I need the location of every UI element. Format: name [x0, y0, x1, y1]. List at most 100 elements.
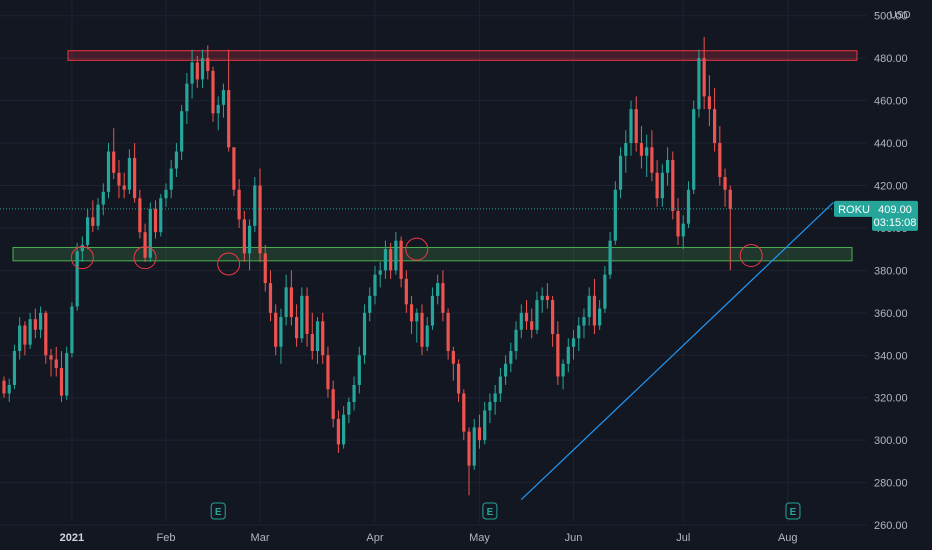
- candle-body: [80, 244, 84, 252]
- x-tick-label: Jul: [676, 532, 690, 544]
- earnings-badge: [210, 502, 226, 520]
- candle: [138, 189, 142, 239]
- candle: [571, 329, 576, 360]
- candle: [180, 104, 184, 161]
- candle: [232, 147, 236, 197]
- candle-body: [295, 317, 299, 339]
- candle: [707, 75, 711, 127]
- candle: [650, 130, 654, 182]
- annotation-circle[interactable]: [70, 246, 94, 270]
- candle-body: [514, 329, 518, 352]
- annotation-circle[interactable]: [739, 244, 763, 268]
- candle: [33, 308, 37, 339]
- candle: [253, 177, 257, 233]
- candle-body: [284, 287, 288, 318]
- drawing-annotations: [70, 202, 834, 500]
- candle: [18, 317, 22, 360]
- candle: [49, 348, 53, 377]
- candle-body: [373, 274, 377, 296]
- candle: [713, 87, 717, 152]
- candle: [133, 143, 137, 203]
- candle-body: [305, 295, 309, 335]
- candle-body: [613, 189, 617, 241]
- candle: [655, 160, 659, 207]
- candle: [310, 312, 314, 360]
- annotation-circle[interactable]: [217, 252, 241, 276]
- candle-body: [404, 278, 408, 305]
- candle-body: [331, 389, 335, 419]
- candle-body: [383, 249, 388, 271]
- candle-body: [143, 232, 147, 258]
- candle: [430, 287, 435, 330]
- candle-body: [101, 191, 105, 205]
- earnings-marker[interactable]: E: [210, 502, 226, 520]
- candle-body: [12, 351, 17, 385]
- candle: [206, 45, 210, 80]
- candle-body: [195, 62, 199, 80]
- candle: [91, 200, 95, 233]
- candle-body: [44, 312, 48, 356]
- candle-body: [556, 334, 560, 377]
- candle: [185, 73, 189, 124]
- earnings-marker[interactable]: E: [482, 502, 498, 520]
- candle: [383, 240, 388, 279]
- annotation-circle[interactable]: [133, 246, 157, 270]
- candle-body: [59, 367, 64, 396]
- candle: [263, 244, 267, 292]
- candle: [551, 295, 555, 347]
- support-zone[interactable]: [12, 246, 853, 262]
- candle-body: [91, 217, 95, 226]
- currency-label[interactable]: USD: [889, 10, 910, 21]
- candle: [483, 401, 487, 445]
- candle: [143, 223, 147, 262]
- candle: [174, 143, 179, 178]
- candle: [164, 183, 168, 207]
- trend-line[interactable]: [520, 202, 834, 500]
- candle: [535, 291, 539, 335]
- candle: [561, 359, 565, 390]
- candle: [446, 308, 450, 360]
- candle: [122, 172, 126, 199]
- x-tick-label: Jun: [565, 532, 583, 544]
- time-axis[interactable]: 2021 Feb Mar Apr May Jun Jul Aug: [60, 532, 798, 544]
- candle: [331, 380, 335, 428]
- candle: [70, 302, 74, 358]
- candle: [493, 384, 497, 415]
- candle-body: [472, 427, 476, 466]
- candle: [556, 321, 560, 385]
- candle: [404, 270, 408, 313]
- ticker-tag[interactable]: ROKU 409.00 03:15:08: [834, 200, 918, 231]
- earnings-marker[interactable]: E: [785, 502, 801, 520]
- candle: [227, 49, 231, 152]
- candle-body: [378, 270, 382, 275]
- candle: [618, 147, 623, 199]
- candle: [665, 147, 670, 186]
- resistance-zone[interactable]: [67, 50, 858, 61]
- candle: [23, 321, 27, 356]
- y-tick-label: 500.00: [874, 11, 908, 23]
- candle: [96, 198, 100, 231]
- earnings-label: E: [215, 507, 222, 518]
- candle-body: [247, 225, 252, 254]
- candle: [65, 346, 69, 400]
- candle-body: [399, 240, 403, 279]
- candle-body: [274, 312, 278, 347]
- y-tick-label: 480.00: [874, 53, 908, 65]
- candle-body: [122, 185, 126, 190]
- candle: [347, 397, 351, 424]
- candle: [566, 338, 570, 373]
- candle: [247, 219, 252, 271]
- candle-body: [451, 351, 455, 364]
- candle-body: [566, 346, 570, 364]
- candle: [321, 312, 325, 364]
- candle-body: [425, 325, 429, 347]
- candle: [289, 270, 293, 326]
- candle-body: [49, 355, 53, 360]
- candle-body: [456, 363, 461, 394]
- candle: [577, 317, 581, 352]
- annotation-circle[interactable]: [405, 237, 429, 261]
- candle-body: [676, 210, 680, 237]
- candle: [467, 427, 471, 496]
